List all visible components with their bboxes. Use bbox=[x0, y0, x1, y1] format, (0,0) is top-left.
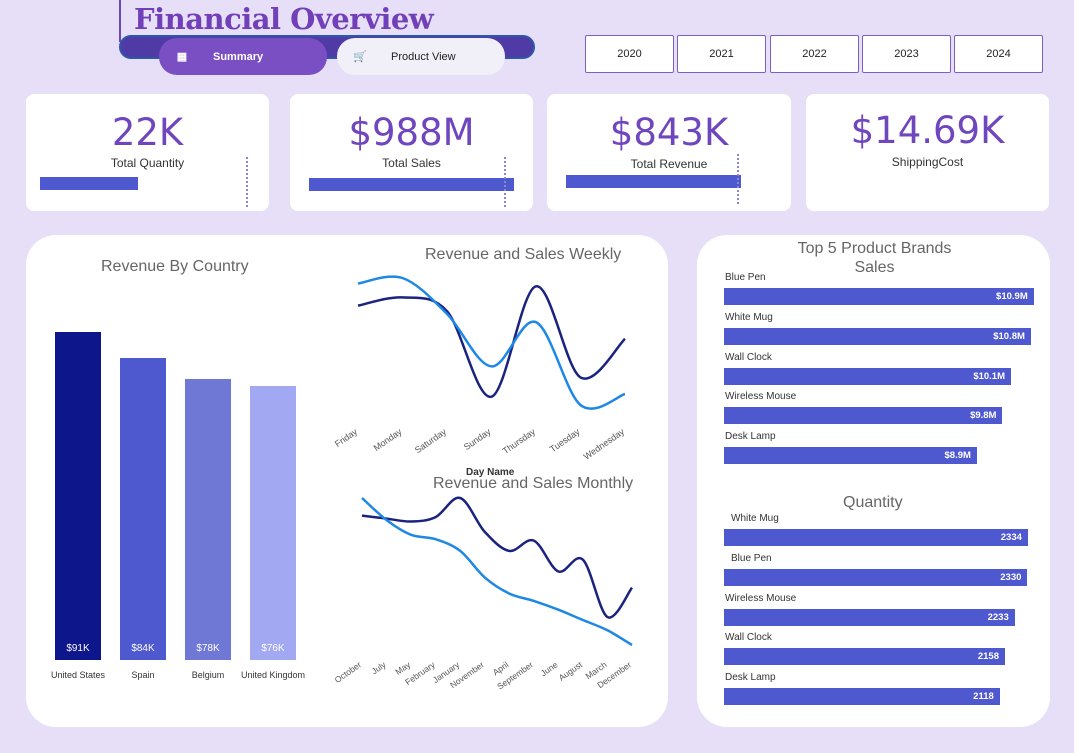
title-accent-line bbox=[119, 0, 121, 42]
weekly-x-axis-label: Day Name bbox=[466, 467, 515, 478]
hbar-data-label: $9.8M bbox=[970, 410, 997, 421]
hbar bbox=[724, 688, 1000, 705]
hbar bbox=[724, 609, 1015, 626]
hbar-data-label: $10.8M bbox=[993, 331, 1025, 342]
hbar bbox=[724, 648, 1005, 665]
kpi-progress-bar bbox=[566, 175, 741, 188]
hbar bbox=[724, 569, 1028, 586]
kpi-value: $988M bbox=[348, 111, 475, 154]
kpi-card-shipping-cost: $14.69K ShippingCost bbox=[806, 94, 1049, 211]
x-tick-label: October bbox=[333, 659, 364, 685]
hbar-data-label: $10.1M bbox=[973, 371, 1005, 382]
x-tick-label: Monday bbox=[372, 426, 404, 453]
kpi-target-line bbox=[737, 154, 739, 204]
x-tick-label: July bbox=[370, 659, 389, 676]
kpi-target-line bbox=[504, 157, 506, 207]
hbar bbox=[724, 368, 1011, 385]
x-tick-label: Friday bbox=[333, 426, 360, 449]
hbar-data-label: 2233 bbox=[987, 612, 1009, 623]
series-line-1 bbox=[361, 496, 634, 619]
year-button-2022[interactable]: 2022 bbox=[770, 35, 859, 73]
tab-product-view[interactable]: 🛒 Product View bbox=[337, 38, 505, 75]
bar-data-label: $84K bbox=[131, 643, 155, 654]
hbar-category-label: Desk Lamp bbox=[725, 672, 776, 683]
hbar-data-label: 2158 bbox=[977, 651, 999, 662]
hbar-category-label: Blue Pen bbox=[731, 553, 772, 564]
x-tick-label: August bbox=[557, 659, 585, 683]
series-line-2 bbox=[357, 275, 626, 410]
tab-product-view-label: Product View bbox=[391, 50, 456, 63]
kpi-value: 22K bbox=[111, 111, 184, 154]
kpi-card-total-sales: $988M Total Sales bbox=[290, 94, 533, 211]
hbar-data-label: 2118 bbox=[973, 691, 994, 702]
kpi-progress-bar bbox=[40, 177, 139, 190]
x-tick-label: Wednesday bbox=[582, 426, 627, 462]
hbar-category-label: White Mug bbox=[731, 513, 779, 524]
kpi-target-line bbox=[246, 157, 248, 207]
kpi-label: Total Quantity bbox=[110, 156, 185, 170]
kpi-card-total-revenue: $843K Total Revenue bbox=[547, 94, 791, 211]
year-button-2024[interactable]: 2024 bbox=[954, 35, 1043, 73]
kpi-card-total-quantity: 22K Total Quantity bbox=[26, 94, 269, 211]
tab-summary-label: Summary bbox=[213, 50, 264, 63]
top-brands-title: Top 5 Product Brands Sales bbox=[797, 240, 952, 276]
x-tick-label: Saturday bbox=[413, 426, 449, 455]
hbar-category-label: Wall Clock bbox=[725, 352, 772, 363]
hbar bbox=[724, 529, 1028, 546]
kpi-progress-bar bbox=[309, 178, 514, 191]
year-button-2020[interactable]: 2020 bbox=[585, 35, 674, 73]
year-button-2021[interactable]: 2021 bbox=[677, 35, 766, 73]
quantity-title: Quantity bbox=[843, 494, 903, 511]
hbar bbox=[724, 328, 1031, 345]
bar-category-label: Belgium bbox=[191, 670, 225, 680]
tab-summary[interactable]: ▦ Summary bbox=[159, 38, 327, 75]
hbar bbox=[724, 447, 977, 464]
bar-united-kingdom bbox=[250, 386, 296, 660]
hbar-category-label: Wireless Mouse bbox=[725, 593, 797, 604]
weekly-line-chart: Friday Monday Saturday Sunday Thursday Tuesda… bbox=[333, 275, 627, 462]
x-tick-label: Thursday bbox=[501, 426, 538, 456]
hbar-data-label: 2334 bbox=[1000, 532, 1022, 543]
hbar-data-label: $10.9M bbox=[996, 291, 1028, 302]
hbar-category-label: White Mug bbox=[725, 312, 773, 323]
hbar-category-label: Wall Clock bbox=[725, 632, 772, 643]
weekly-chart-title: Revenue and Sales Weekly bbox=[425, 246, 622, 263]
bar-united-states bbox=[55, 332, 101, 660]
bar-category-label: United Kingdom bbox=[240, 670, 306, 680]
x-tick-label: Sunday bbox=[462, 426, 493, 452]
series-line-1 bbox=[357, 285, 626, 398]
kpi-value: $843K bbox=[609, 111, 729, 154]
year-button-2023[interactable]: 2023 bbox=[862, 35, 951, 73]
hbar-data-label: 2330 bbox=[1000, 572, 1022, 583]
bar-belgium bbox=[185, 379, 231, 660]
hbar bbox=[724, 407, 1003, 424]
bar-category-label: Spain bbox=[131, 670, 155, 680]
bar-data-label: $76K bbox=[261, 643, 285, 654]
bar-data-label: $91K bbox=[66, 643, 90, 654]
kpi-label: Total Revenue bbox=[630, 157, 708, 171]
monthly-chart-title: Revenue and Sales Monthly bbox=[433, 475, 634, 492]
kpi-value: $14.69K bbox=[850, 109, 1005, 152]
kpi-label: Total Sales bbox=[382, 156, 441, 170]
cart-icon: 🛒 bbox=[353, 51, 367, 63]
hbar-category-label: Wireless Mouse bbox=[725, 391, 797, 402]
grid-icon: ▦ bbox=[176, 51, 188, 63]
kpi-label: ShippingCost bbox=[891, 155, 964, 169]
revenue-by-country-title: Revenue By Country bbox=[101, 258, 249, 275]
bar-data-label: $78K bbox=[196, 643, 220, 654]
page-title: Financial Overview bbox=[134, 2, 434, 36]
hbar bbox=[724, 288, 1034, 305]
x-tick-label: Tuesday bbox=[548, 426, 582, 454]
bar-spain bbox=[120, 357, 166, 660]
hbar-category-label: Blue Pen bbox=[725, 272, 766, 283]
bar-category-label: United States bbox=[50, 670, 106, 680]
hbar-category-label: Desk Lamp bbox=[725, 431, 776, 442]
series-line-2 bbox=[361, 497, 633, 647]
brands-panel bbox=[697, 235, 1050, 727]
hbar-data-label: $8.9M bbox=[944, 450, 971, 461]
